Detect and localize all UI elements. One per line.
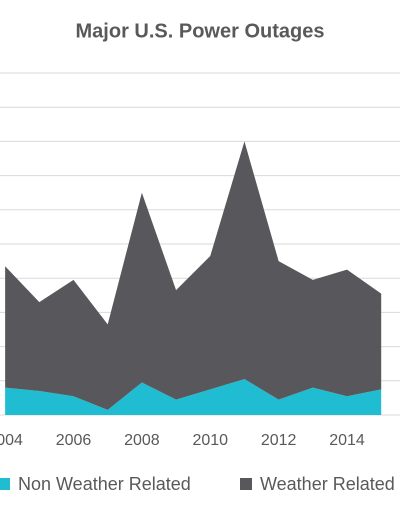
x-tick-label: 2010 bbox=[192, 432, 228, 449]
legend-swatch bbox=[0, 478, 10, 490]
chart-title: Major U.S. Power Outages bbox=[76, 20, 325, 42]
legend: Non Weather Related Weather Related bbox=[0, 474, 395, 494]
x-tick-label: 2014 bbox=[329, 432, 365, 449]
areas bbox=[5, 141, 382, 415]
x-tick-label: 2008 bbox=[124, 432, 160, 449]
legend-label: Weather Related bbox=[260, 474, 395, 494]
x-tick-label: 2012 bbox=[261, 432, 297, 449]
x-tick-label: 2004 bbox=[0, 432, 23, 449]
x-tick-label: 2006 bbox=[56, 432, 92, 449]
area bbox=[5, 379, 382, 415]
area bbox=[5, 141, 382, 410]
legend-label: Non Weather Related bbox=[18, 474, 191, 494]
ticks: 2004 2006 2008 2010 2012 2014 bbox=[0, 432, 365, 449]
legend-swatch bbox=[240, 478, 252, 490]
